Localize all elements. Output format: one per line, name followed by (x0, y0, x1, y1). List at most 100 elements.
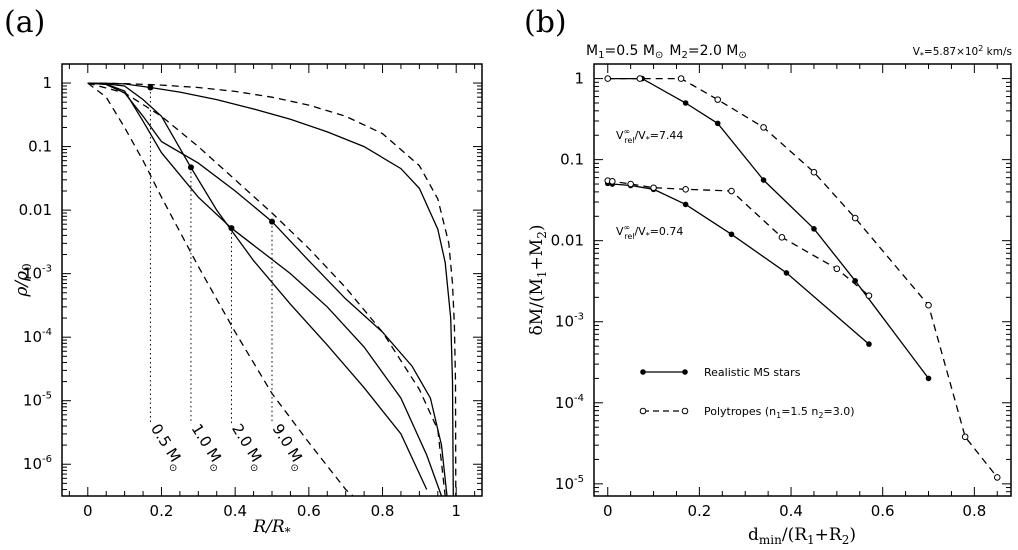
b-x-tick-label: 0 (603, 502, 613, 520)
a-y-tick-label: 0.01 (19, 201, 52, 219)
annotation-high-velocity: V∞ rel/V*=7.44 (616, 127, 683, 145)
legend-label-polytropes: Polytropes (n1=1.5 n2=3.0) (704, 405, 855, 420)
a-x-tick-label: 0 (83, 502, 93, 520)
point-filled (925, 375, 932, 382)
point-open (682, 186, 689, 193)
legend-marker-filled-2 (682, 369, 688, 375)
point-open (961, 433, 969, 441)
point-open (833, 265, 841, 273)
point-filled (811, 226, 817, 232)
density-curve-solid (87, 82, 428, 490)
point-filled (866, 341, 872, 347)
point-open (650, 184, 657, 192)
a-y-tick-label: 10-4 (23, 327, 52, 346)
panel-a: (a) 0 0.2 0.4 0.6 0.8 1 1 0.1 0.01 10-3 10-4 10-5 10… (4, 5, 483, 539)
point-filled (783, 270, 790, 276)
b-y-tick-label: 10-4 (555, 393, 584, 412)
point-filled (714, 120, 721, 127)
point-open (609, 178, 616, 185)
x-axis-label-b: dmin/(R1+R2) (748, 525, 856, 547)
y-axis-label-a: ρ/ρ0 (12, 263, 34, 297)
y-axis-label-b: δM/(M1+M2) (527, 225, 549, 336)
plot-frame-b (593, 63, 1012, 497)
point-open (993, 474, 1001, 481)
panel-b-header-velocity: V*=5.87×102 km/s (913, 44, 1012, 60)
point-filled (760, 177, 767, 183)
b-y-tick-label: 10-3 (555, 312, 584, 331)
point-open (925, 301, 932, 309)
a-y-tick-label: 10-6 (23, 454, 52, 473)
density-curve-dashed (87, 82, 446, 497)
series-solid-low (607, 182, 870, 345)
mass-marker (187, 164, 194, 171)
point-open (677, 75, 685, 82)
mass-marker (228, 225, 235, 232)
legend: Realistic MS stars Polytropes (n1=1.5 n2… (639, 366, 855, 420)
b-y-tick-label: 10-5 (555, 474, 584, 493)
mass-label: 0.5 M⊙ (144, 421, 189, 475)
a-x-tick-label: 1 (451, 502, 461, 520)
legend-marker-open-2 (681, 407, 689, 415)
point-open (760, 124, 767, 131)
density-curve-dashed (87, 82, 354, 497)
a-y-tick-label: 10-3 (23, 264, 52, 283)
point-open (627, 180, 634, 188)
a-x-tick-label: 0.8 (371, 502, 395, 520)
mass-label: 1.0 M⊙ (184, 421, 229, 475)
density-curve-solid (87, 82, 454, 497)
b-y-tick-label: 0.01 (551, 232, 584, 250)
density-curve-solid (87, 82, 448, 497)
panel-b-header-masses: M1=0.5 M⊙ M2=2.0 M⊙ (586, 43, 747, 61)
legend-marker-filled-1 (640, 369, 646, 375)
point-open (865, 292, 873, 299)
point-open (728, 187, 735, 195)
a-y-tick-label: 0.1 (28, 138, 52, 156)
a-y-tick-label: 1 (42, 74, 52, 92)
point-open (810, 168, 818, 176)
density-curve-solid (87, 82, 443, 497)
a-y-tick-label: 10-5 (23, 391, 52, 410)
mass-label: 2.0 M⊙ (225, 421, 270, 475)
x-axis-label-a: R/R* (252, 517, 290, 539)
legend-marker-open-1 (639, 407, 647, 415)
mass-markers (147, 84, 275, 232)
panel-a-label: (a) (4, 5, 45, 40)
point-open (714, 96, 722, 103)
panel-b: (b) M1=0.5 M⊙ M2=2.0 M⊙ V*=5.87×102 km/s … (524, 5, 1012, 547)
density-curves (87, 82, 457, 497)
tick-labels-b: 0 0.2 0.4 0.6 0.8 1 0.1 0.01 10-3 10-4 10-5 (551, 70, 987, 520)
ticks-a (62, 64, 482, 496)
mass-marker (269, 218, 275, 225)
point-filled (728, 231, 735, 238)
ticks-b (594, 64, 1011, 496)
b-x-tick-label: 0.4 (779, 502, 803, 520)
b-x-tick-label: 0.2 (687, 502, 711, 520)
point-filled (682, 201, 689, 208)
point-open (604, 75, 612, 82)
b-y-tick-label: 1 (574, 70, 584, 88)
b-x-tick-label: 0.6 (871, 502, 895, 520)
mass-labels: 0.5 M⊙1.0 M⊙2.0 M⊙9.0 M⊙ (144, 421, 310, 475)
a-x-tick-label: 0.2 (150, 502, 174, 520)
a-x-tick-label: 0.6 (297, 502, 321, 520)
point-filled (852, 277, 858, 284)
density-curve-dashed (87, 82, 457, 497)
annotation-low-velocity: V∞ rel/V*=0.74 (616, 223, 683, 241)
mass-loss-markers (604, 75, 1001, 481)
series-solid-high (607, 77, 930, 379)
panel-b-label: (b) (524, 5, 567, 40)
point-open (778, 234, 786, 241)
point-open (636, 75, 644, 82)
a-x-tick-label: 0.4 (223, 502, 247, 520)
b-x-tick-label: 0.8 (962, 502, 986, 520)
mass-guides (149, 87, 273, 424)
mass-label: 9.0 M⊙ (265, 421, 310, 475)
b-y-tick-label: 0.1 (560, 151, 584, 169)
mass-marker (147, 84, 154, 91)
series-dashed-high (607, 77, 998, 478)
legend-label-realistic: Realistic MS stars (704, 366, 801, 379)
point-open (851, 214, 859, 222)
tick-labels-a: 0 0.2 0.4 0.6 0.8 1 1 0.1 0.01 10-3 10-4 10-5 10-6 (19, 74, 461, 520)
point-filled (682, 100, 689, 106)
